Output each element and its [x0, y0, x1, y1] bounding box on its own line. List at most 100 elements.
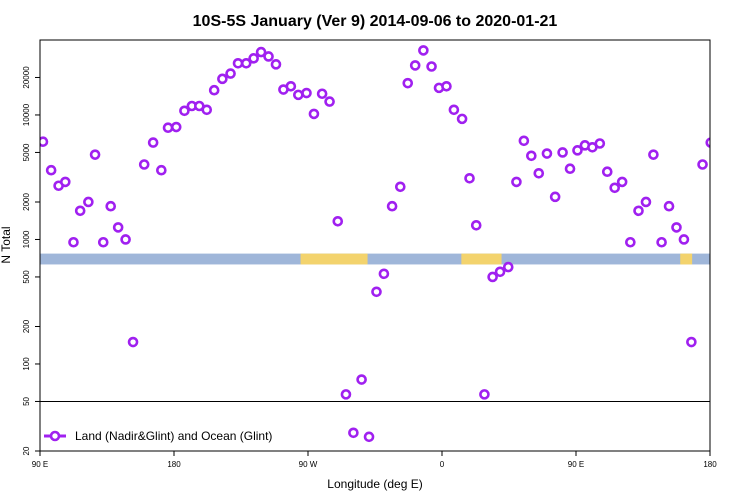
data-point — [470, 219, 482, 231]
data-point — [378, 268, 390, 280]
data-point — [201, 104, 213, 116]
data-point — [722, 124, 730, 132]
ocean-band — [40, 253, 710, 265]
data-point — [541, 148, 553, 159]
data-point — [533, 167, 545, 179]
data-point — [402, 77, 414, 89]
data-point — [697, 159, 708, 170]
data-point — [208, 84, 220, 96]
data-point — [332, 215, 344, 227]
data-point — [502, 261, 514, 273]
data-point — [324, 96, 335, 107]
data-point — [308, 108, 320, 120]
data-point — [40, 136, 49, 147]
data-point — [526, 150, 537, 162]
data-point — [255, 46, 267, 58]
land-patch — [461, 253, 502, 265]
data-point — [395, 181, 406, 193]
y-tick-label: 1000 — [22, 230, 31, 248]
data-point — [601, 166, 613, 178]
data-point — [225, 68, 236, 79]
x-tick-label: 180 — [167, 460, 181, 469]
y-tick-label: 500 — [22, 270, 31, 284]
data-point — [83, 196, 94, 208]
data-point — [479, 389, 490, 400]
x-tick-label: 0 — [440, 460, 445, 469]
data-point — [625, 236, 636, 248]
data-point — [147, 137, 159, 148]
data-point — [640, 196, 652, 208]
data-point — [705, 137, 710, 148]
data-point — [270, 59, 282, 70]
data-point — [363, 431, 375, 443]
land-patch — [300, 253, 368, 265]
x-tick-label: 180 — [703, 460, 717, 469]
data-point — [448, 104, 460, 116]
data-points — [40, 45, 739, 443]
data-point — [301, 87, 312, 99]
data-point — [487, 271, 498, 283]
x-axis: 90 E 180 90 W 0 90 E 180 — [32, 451, 717, 469]
data-point — [511, 176, 522, 188]
x-tick-label: 90 E — [32, 460, 48, 469]
data-point — [426, 61, 437, 72]
data-point — [572, 145, 583, 156]
data-point — [240, 57, 252, 69]
land-mask-band — [40, 253, 710, 265]
y-tick-label: 100 — [22, 357, 31, 371]
data-point — [356, 374, 367, 385]
data-point — [731, 123, 739, 131]
legend-marker — [49, 430, 61, 442]
data-point — [293, 89, 304, 101]
x-axis-title: Longitude (deg E) — [327, 477, 422, 491]
x-tick-label: 90 W — [299, 460, 318, 469]
plot-frame — [39, 39, 711, 452]
y-tick-label: 5000 — [22, 143, 31, 161]
data-point — [217, 73, 228, 85]
data-point — [127, 336, 139, 348]
data-point — [348, 427, 359, 439]
data-point — [89, 149, 101, 160]
data-point — [162, 122, 174, 134]
data-point — [316, 88, 328, 100]
data-point — [74, 205, 86, 217]
data-point — [45, 164, 57, 176]
data-point — [609, 182, 621, 194]
y-tick-label: 2000 — [22, 193, 31, 211]
x-tick-label: 90 E — [568, 460, 584, 469]
y-axis: 20 50 100 200 500 1000 2000 5000 10000 20000 — [22, 66, 40, 455]
chart-title: 10S-5S January (Ver 9) 2014-09-06 to 202… — [193, 13, 558, 30]
data-point — [549, 191, 561, 203]
data-point — [441, 80, 452, 92]
data-point — [557, 147, 568, 158]
y-axis-title: N Total — [0, 226, 13, 263]
data-point — [285, 80, 297, 92]
data-point — [671, 222, 682, 233]
data-point — [170, 121, 182, 133]
data-point — [112, 222, 124, 233]
data-point — [594, 138, 606, 149]
data-point — [518, 135, 530, 147]
land-patch — [680, 253, 693, 265]
data-point — [263, 51, 274, 62]
data-point — [418, 45, 429, 56]
data-point — [648, 149, 659, 160]
data-point — [494, 266, 506, 278]
data-point — [564, 163, 576, 175]
data-point — [68, 236, 79, 248]
data-point — [105, 200, 117, 212]
data-point — [156, 164, 167, 176]
data-point — [663, 200, 675, 212]
data-point — [464, 172, 475, 184]
legend-label: Land (Nadir&Glint) and Ocean (Glint) — [75, 429, 272, 443]
y-tick-label: 20 — [22, 446, 31, 455]
data-point — [656, 236, 667, 248]
data-point — [686, 336, 697, 348]
data-point — [120, 234, 131, 245]
y-tick-label: 50 — [22, 396, 31, 405]
data-point — [248, 53, 259, 64]
data-point — [97, 236, 109, 248]
data-point — [633, 205, 644, 217]
y-tick-label: 10000 — [22, 103, 31, 126]
